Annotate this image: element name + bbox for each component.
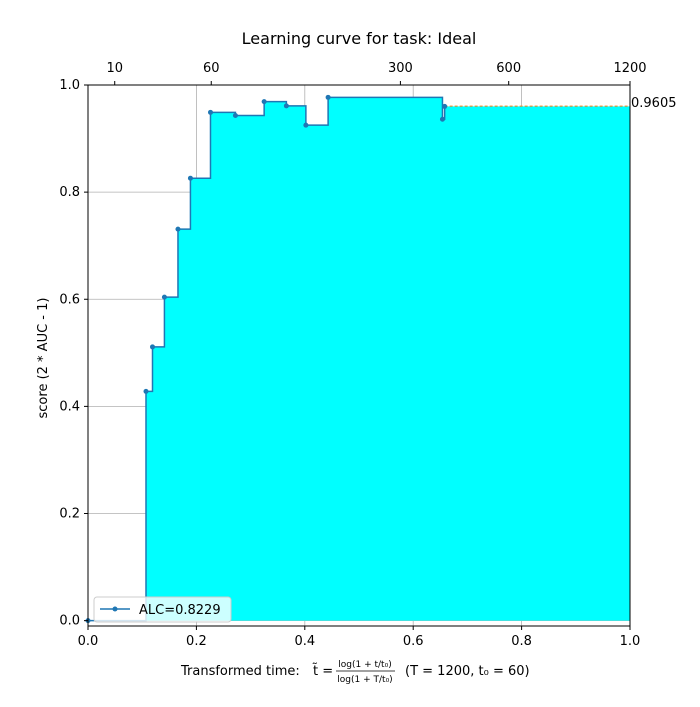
- top-tick-label: 300: [388, 61, 413, 76]
- data-point: [261, 99, 267, 105]
- data-point: [149, 344, 155, 350]
- x-tick-label: 0.6: [403, 634, 424, 649]
- x-axis-label-numerator: log(1 + t/t₀): [338, 660, 391, 670]
- series-line: [88, 96, 630, 622]
- area-fill-path: [88, 97, 630, 621]
- data-point: [442, 103, 448, 109]
- data-point: [439, 116, 445, 122]
- final-value-label: 0.9605: [631, 96, 677, 111]
- x-axis-label-suffix: (T = 1200, t₀ = 60): [405, 664, 530, 679]
- data-point: [325, 94, 331, 100]
- legend-box: [93, 596, 232, 623]
- legend-marker: [112, 606, 118, 612]
- top-tick-label: 10: [106, 61, 123, 76]
- plot-frame: [87, 84, 631, 627]
- y-tick-label: 0.4: [59, 399, 80, 414]
- top-tick-label: 600: [496, 61, 521, 76]
- x-axis-label-tilde: t̃ =: [312, 664, 333, 679]
- data-point: [143, 388, 149, 394]
- x-axis-ticks: 0.0 0.2 0.4 0.6 0.8 1.0: [78, 626, 641, 649]
- y-tick-label: 0.6: [59, 292, 80, 307]
- area-fill: [88, 97, 630, 621]
- step-line: [88, 96, 446, 622]
- data-point: [303, 122, 309, 128]
- legend-label: ALC=0.8229: [139, 603, 221, 618]
- data-point: [175, 226, 181, 232]
- data-point: [283, 103, 289, 109]
- data-point: [232, 113, 238, 119]
- y-axis-label: score (2 * AUC - 1): [36, 298, 51, 419]
- x-tick-label: 0.4: [294, 634, 315, 649]
- legend: ALC=0.8229: [93, 596, 232, 623]
- y-tick-label: 0.2: [59, 507, 80, 522]
- x-axis-label: Transformed time: t̃ = log(1 + t/t₀) log…: [180, 660, 530, 685]
- y-tick-label: 1.0: [59, 78, 80, 93]
- x-tick-label: 0.2: [186, 634, 207, 649]
- data-point: [207, 109, 213, 115]
- x-tick-label: 1.0: [620, 634, 641, 649]
- x-axis-label-denominator: log(1 + T/t₀): [337, 675, 392, 685]
- chart-title: Learning curve for task: Ideal: [242, 29, 477, 48]
- top-tick-label: 1200: [613, 61, 646, 76]
- x-tick-label: 0.8: [511, 634, 532, 649]
- top-tick-label: 60: [203, 61, 220, 76]
- x-tick-label: 0.0: [78, 634, 99, 649]
- top-axis-ticks: 10 60 300 600 1200: [106, 61, 647, 85]
- y-tick-label: 0.8: [59, 185, 80, 200]
- y-tick-label: 0.0: [59, 614, 80, 629]
- x-axis-label-prefix: Transformed time:: [180, 664, 300, 679]
- data-point: [161, 294, 167, 300]
- y-axis-ticks: 0.0 0.2 0.4 0.6 0.8 1.0: [59, 78, 88, 629]
- data-point: [187, 175, 193, 181]
